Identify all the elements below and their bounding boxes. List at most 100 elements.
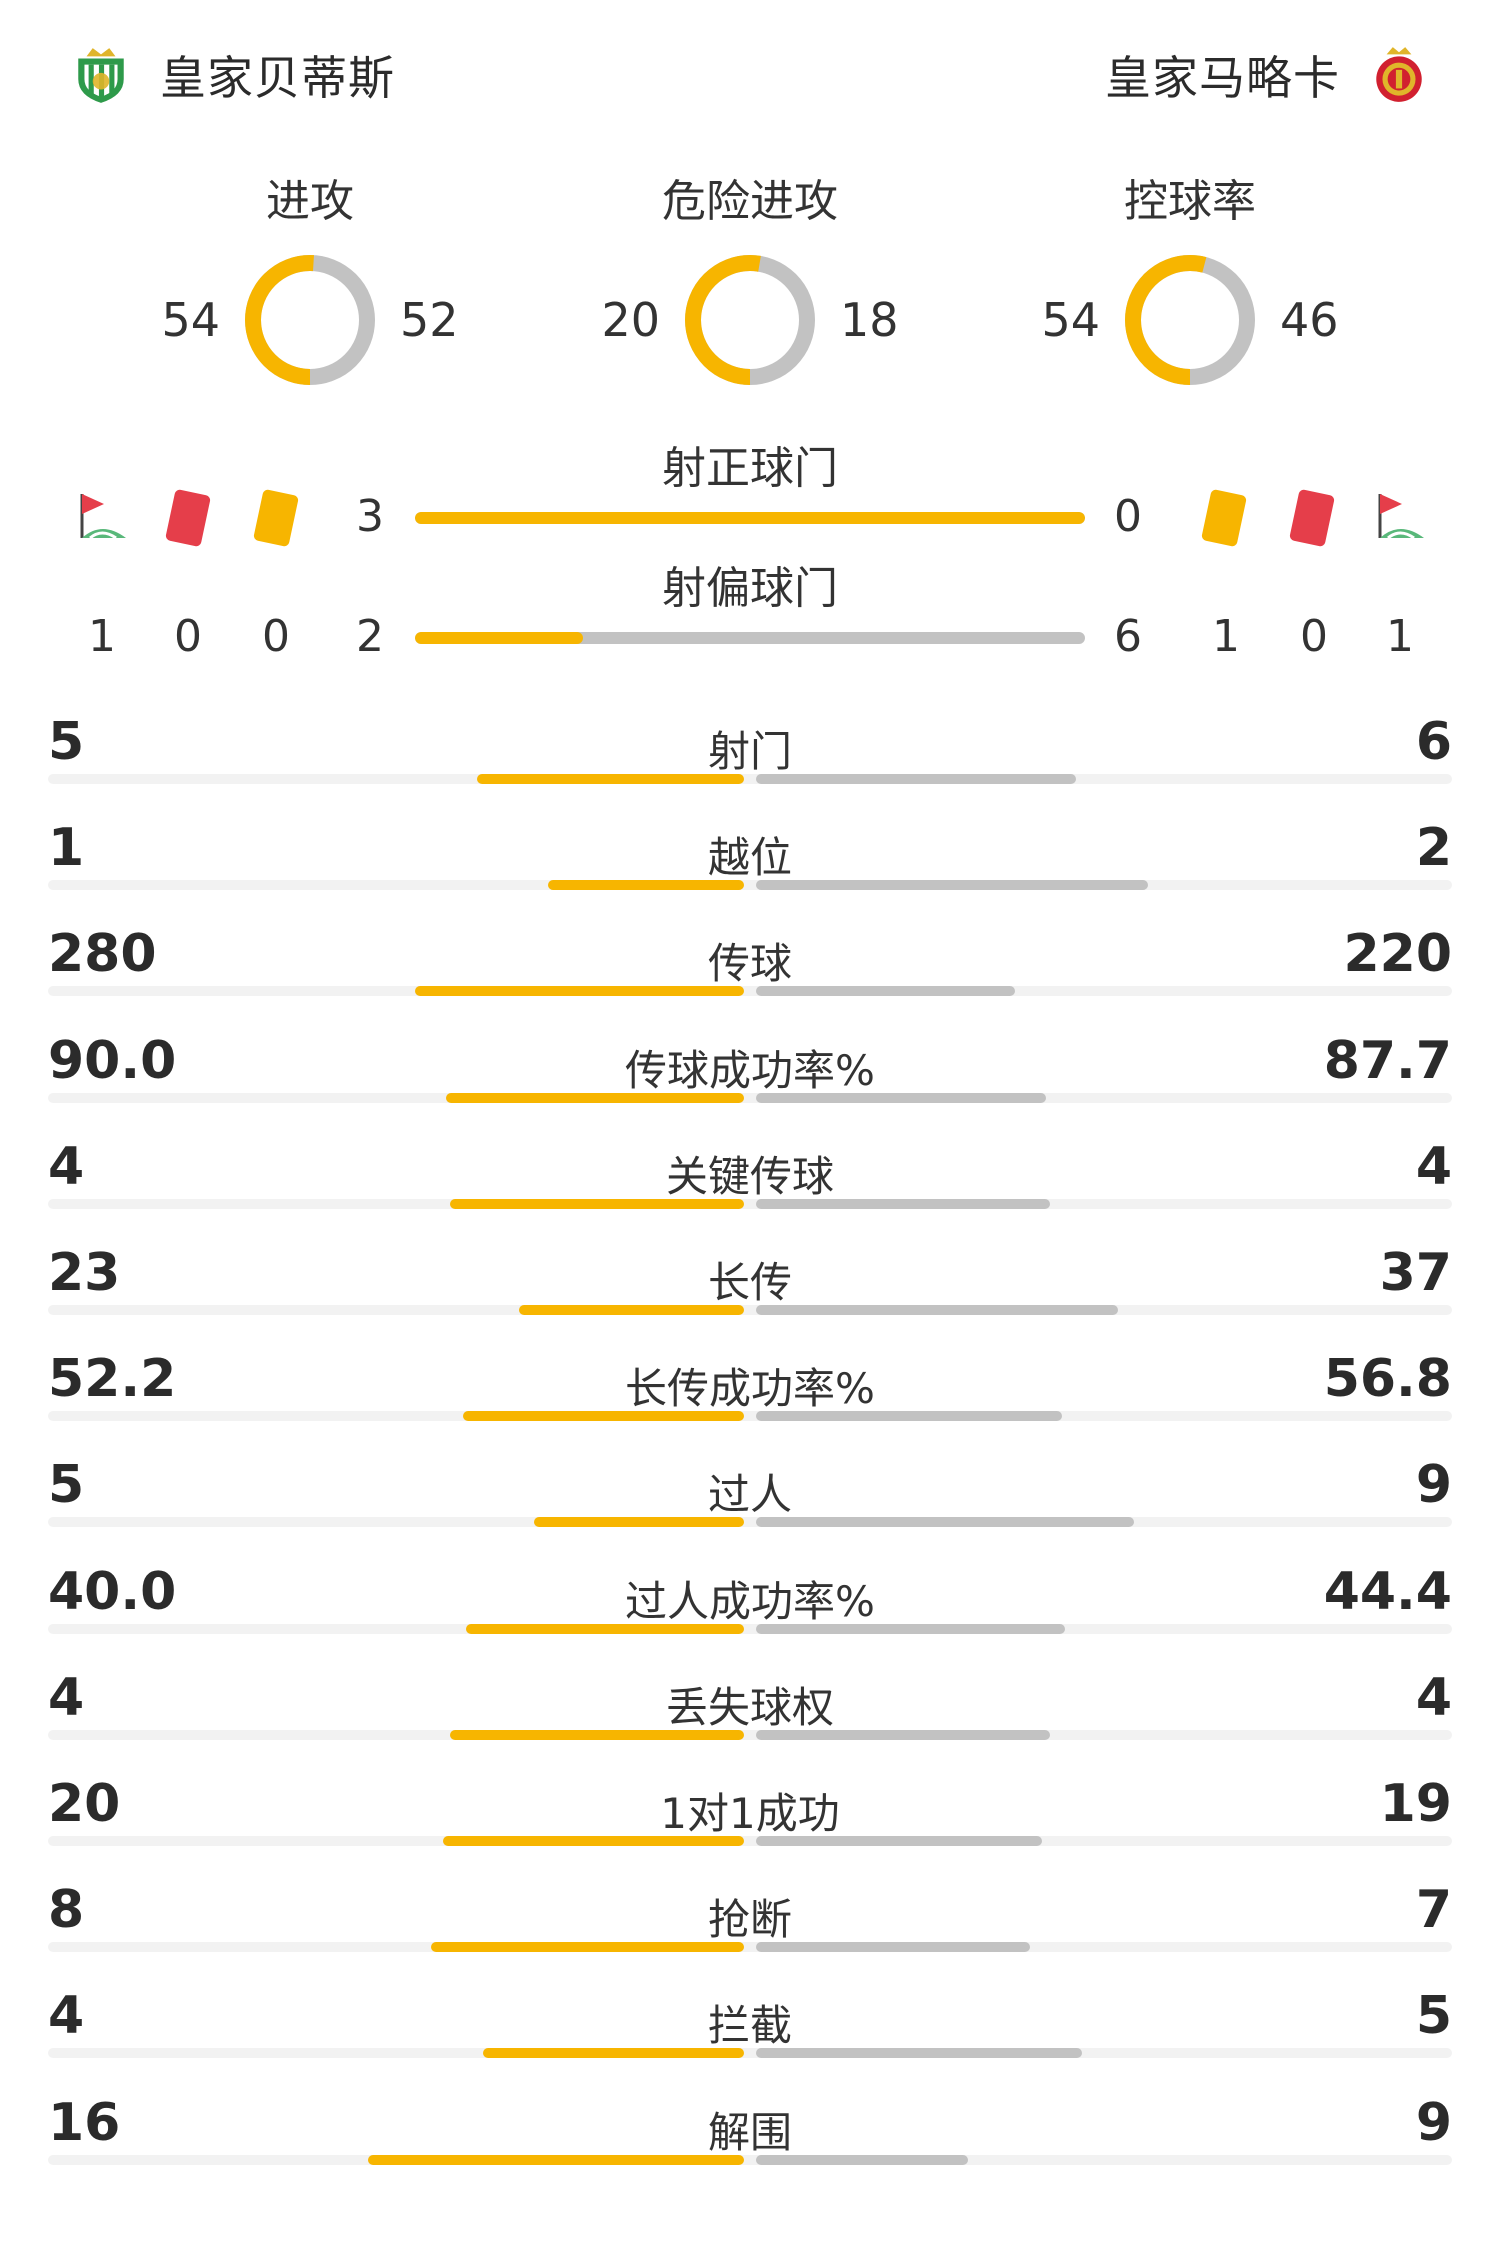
stat-away-value: 19 (1379, 1774, 1452, 1834)
stat-row: 16 解围 9 (48, 2085, 1452, 2185)
stat-home-value: 1 (48, 818, 85, 879)
stat-bar-home (465, 1623, 744, 1634)
stat-away-value: 4 (1415, 1667, 1452, 1728)
stat-row: 4 拦截 5 (48, 1978, 1452, 2078)
stat-bar-away (756, 2048, 1083, 2059)
stat-away-value: 220 (1343, 924, 1452, 985)
home-corner-flag-icon (80, 494, 126, 540)
away-corners-count: 1 (1386, 611, 1414, 662)
shots-on-target-title: 射正球门 (662, 443, 838, 494)
stat-bar-home (415, 986, 744, 997)
stat-bar-home (534, 1517, 744, 1528)
home-red-card-icon (165, 489, 211, 547)
stat-track (48, 986, 1452, 997)
stat-bar-away (756, 1729, 1050, 1740)
stat-home-value: 280 (48, 924, 157, 985)
stat-home-value: 23 (48, 1243, 121, 1303)
stat-home-value: 4 (48, 1667, 85, 1728)
stat-track (48, 1305, 1452, 1315)
away-team-header[interactable]: 皇家马略卡 (1105, 40, 1430, 110)
possession-donut-chart (1125, 255, 1255, 385)
stat-label: 传球 (707, 939, 792, 989)
attack-home-value: 54 (161, 293, 220, 347)
stat-bar-home (462, 1411, 744, 1422)
stat-away-value: 44.4 (1323, 1561, 1452, 1622)
stat-label: 射门 (707, 727, 792, 776)
home-yellow-card-icon (253, 489, 299, 547)
stat-track (48, 1198, 1452, 1209)
stat-row: 8 抢断 7 (48, 1872, 1452, 1972)
mallorca-crest-icon (1376, 47, 1422, 102)
attack-donut-chart (245, 255, 375, 385)
attack-donut: 进攻 54 52 (140, 165, 480, 405)
away-corner-flag-icon (1378, 494, 1424, 540)
stat-away-value: 5 (1415, 1986, 1452, 2047)
stat-bar-away (756, 986, 1015, 997)
stat-home-value: 16 (48, 2092, 121, 2153)
home-team-header[interactable]: 皇家贝蒂斯 (70, 40, 395, 110)
stat-bar-home (482, 2048, 744, 2059)
dangerous-attack-away-value: 18 (840, 293, 899, 347)
stat-row: 1 越位 2 (48, 810, 1452, 910)
stat-track (48, 1942, 1452, 1953)
possession-home-arc (1125, 255, 1255, 385)
stat-track (48, 1836, 1452, 1846)
stat-track (48, 1411, 1452, 1422)
stat-away-value: 87.7 (1323, 1030, 1452, 1091)
stat-row: 5 射门 6 (48, 704, 1452, 804)
stat-home-value: 4 (48, 1986, 85, 2047)
away-yellow-card-icon (1201, 489, 1247, 547)
stat-home-value: 40.0 (48, 1561, 177, 1622)
stat-bar-away (756, 1411, 1063, 1422)
stat-label: 1对1成功 (660, 1789, 840, 1838)
stat-bar-away (756, 1836, 1043, 1846)
stat-label: 关键传球 (665, 1151, 834, 1201)
stat-bar-away (756, 2154, 968, 2165)
away-red-cards-count: 0 (1300, 611, 1328, 662)
stat-track (48, 1517, 1452, 1528)
home-team-name: 皇家贝蒂斯 (160, 51, 395, 105)
stat-bar-home (518, 1305, 744, 1315)
possession-home-value: 54 (1041, 293, 1100, 347)
stat-home-value: 20 (48, 1774, 121, 1834)
stat-bar-away (756, 1517, 1134, 1528)
possession-donut: 控球率 54 46 (1020, 165, 1360, 405)
stat-home-value: 52.2 (48, 1349, 177, 1410)
stat-label: 长传 (707, 1258, 792, 1307)
stat-home-value: 4 (48, 1136, 85, 1197)
stat-bar-away (756, 1198, 1050, 1209)
stat-row: 90.0 传球成功率% 87.7 (48, 1023, 1452, 1123)
shots-on-target-bar (415, 512, 1085, 524)
stat-bar-home (368, 2154, 744, 2165)
stat-track (48, 774, 1452, 784)
away-yellow-cards-count: 1 (1212, 611, 1240, 662)
stat-label: 长传成功率% (625, 1364, 875, 1414)
stat-home-value: 5 (48, 712, 85, 772)
stat-away-value: 7 (1415, 1880, 1452, 1941)
shots-off-target-title: 射偏球门 (662, 563, 838, 614)
stat-track (48, 1729, 1452, 1740)
shots-off-target-home: 2 (356, 611, 384, 662)
home-corners-count: 1 (88, 611, 116, 662)
stat-row: 5 过人 9 (48, 1447, 1452, 1547)
attack-title: 进攻 (266, 176, 354, 227)
shots-on-target-away: 0 (1114, 491, 1142, 542)
stat-bar-away (756, 1942, 1031, 1953)
stat-row: 20 1对1成功 19 (48, 1766, 1452, 1866)
stat-row: 4 关键传球 4 (48, 1129, 1452, 1229)
stat-label: 解围 (707, 2107, 792, 2157)
stat-label: 传球成功率% (625, 1045, 875, 1095)
stat-bar-home (450, 1729, 744, 1740)
stat-away-value: 56.8 (1323, 1349, 1452, 1410)
home-yellow-cards-count: 0 (262, 611, 290, 662)
shots-off-target-home-fill (415, 632, 583, 644)
stat-label: 过人成功率% (625, 1576, 875, 1626)
shots-on-target-home-fill (415, 512, 1085, 524)
possession-away-value: 46 (1280, 293, 1339, 347)
away-team-name: 皇家马略卡 (1105, 51, 1340, 105)
dangerous-attack-home-arc (685, 255, 815, 385)
shots-off-target-bar (415, 632, 1085, 644)
stat-away-value: 2 (1415, 818, 1452, 879)
stat-bar-away (756, 1305, 1119, 1315)
stat-home-value: 8 (48, 1880, 85, 1941)
